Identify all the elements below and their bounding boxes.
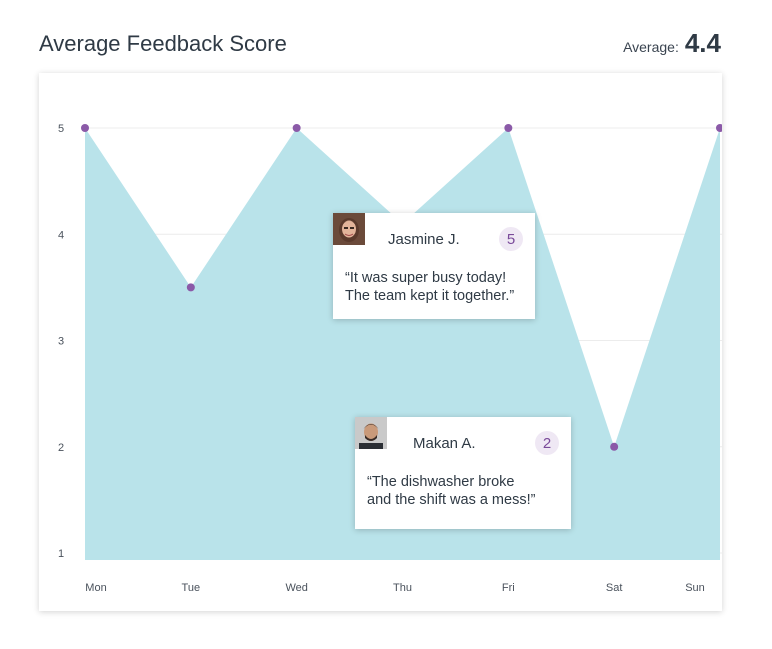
data-point <box>610 442 619 451</box>
data-point <box>504 124 513 132</box>
chart-card: 1 2 3 4 5 Mon Tue Wed Thu Fri Sat Sun Jasmine J. 5 … <box>39 73 722 611</box>
y-tick-label: 1 <box>58 548 64 560</box>
page-title: Average Feedback Score <box>39 31 287 56</box>
x-tick-label: Fri <box>502 582 515 594</box>
avatar <box>355 417 399 459</box>
x-tick-label: Mon <box>85 582 106 594</box>
data-point <box>292 124 301 132</box>
feedback-tooltip-jasmine[interactable]: Jasmine J. 5 “It was super busy today! T… <box>333 213 535 319</box>
y-tick-label: 5 <box>58 123 64 135</box>
y-tick-label: 2 <box>58 442 64 454</box>
feedback-tooltip-makan[interactable]: Makan A. 2 “The dishwasher broke and the… <box>355 417 571 529</box>
average-value: 4.4 <box>684 28 721 58</box>
data-point <box>716 124 722 132</box>
reviewer-name: Jasmine J. <box>388 230 460 248</box>
x-tick-label: Sat <box>606 582 623 594</box>
feedback-quote: “The dishwasher broke and the shift was … <box>367 474 536 508</box>
reviewer-name: Makan A. <box>413 434 476 452</box>
feedback-quote: “It was super busy today! The team kept … <box>345 270 515 304</box>
x-tick-label: Thu <box>393 582 412 594</box>
average-summary: Average: 4.4 <box>623 28 721 59</box>
data-point <box>186 283 195 292</box>
x-tick-label: Tue <box>182 582 201 594</box>
y-tick-label: 4 <box>58 229 64 241</box>
x-tick-label: Sun <box>685 582 705 594</box>
average-label: Average: <box>623 39 679 55</box>
x-tick-label: Wed <box>285 582 307 594</box>
data-point <box>81 124 89 132</box>
avatar <box>333 213 377 255</box>
score-badge: 2 <box>535 431 559 455</box>
y-tick-label: 3 <box>58 336 64 348</box>
score-badge: 5 <box>499 227 523 251</box>
feedback-area-chart: 1 2 3 4 5 Mon Tue Wed Thu Fri Sat Sun <box>58 123 722 594</box>
